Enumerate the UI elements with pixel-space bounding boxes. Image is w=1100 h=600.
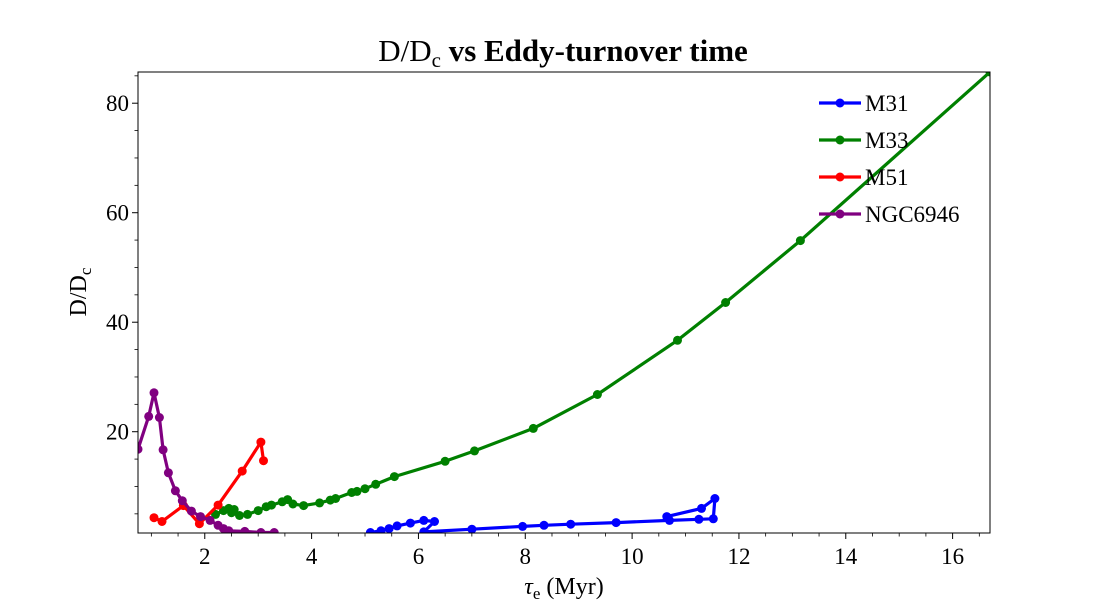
data-point-m51 <box>256 437 266 447</box>
data-point-m33 <box>352 486 362 496</box>
x-tick-label: 10 <box>621 544 644 569</box>
data-point-m33 <box>673 335 682 345</box>
series-m31 <box>365 494 720 533</box>
data-point-m33 <box>229 505 239 514</box>
data-point-ngc6946 <box>177 496 187 506</box>
x-axis-label: τe (Myr) <box>524 574 603 600</box>
data-point-m31 <box>467 524 477 533</box>
data-point-m33 <box>985 72 990 77</box>
x-tick-label: 14 <box>834 544 858 569</box>
data-point-ngc6946 <box>163 468 173 478</box>
data-point-m31 <box>662 512 672 522</box>
data-point-ngc6946 <box>240 526 250 533</box>
data-point-m33 <box>253 506 263 516</box>
y-axis-label: D/Dc <box>66 267 95 316</box>
data-point-m31 <box>566 519 576 529</box>
data-point-ngc6946 <box>138 444 143 454</box>
data-point-m33 <box>299 501 309 511</box>
plot-area: 2 4 6 8 10 12 14 16 20 40 60 80 <box>106 71 991 569</box>
data-point-m33 <box>235 511 244 520</box>
plot-frame <box>137 71 991 534</box>
data-point-m31 <box>365 528 375 533</box>
data-point-m51 <box>149 513 159 523</box>
y-tick-label: 40 <box>106 310 129 335</box>
legend-marker-m51 <box>835 172 845 182</box>
data-point-m31 <box>611 518 621 528</box>
data-point-m33 <box>470 446 479 456</box>
y-tick-label: 20 <box>106 420 129 445</box>
data-point-ngc6946 <box>224 526 234 533</box>
data-point-m31 <box>710 494 720 503</box>
data-point-ngc6946 <box>196 512 205 522</box>
legend-label-m33: M33 <box>865 128 908 153</box>
x-tick-label: 6 <box>413 544 425 569</box>
data-point-m31 <box>405 518 415 528</box>
data-point-m33 <box>267 500 276 510</box>
data-point-m31 <box>697 503 706 513</box>
data-point-ngc6946 <box>154 413 164 422</box>
data-point-m33 <box>243 509 252 519</box>
legend-label-m31: M31 <box>865 91 908 116</box>
data-point-m33 <box>795 236 805 246</box>
x-tick-label: 8 <box>520 544 532 569</box>
data-point-m31 <box>376 526 386 533</box>
data-point-m51 <box>213 500 223 510</box>
data-point-m51 <box>259 456 268 466</box>
data-point-ngc6946 <box>256 528 266 533</box>
data-point-ngc6946 <box>170 486 180 496</box>
legend-marker-ngc6946 <box>835 209 845 219</box>
data-point-m33 <box>288 499 298 509</box>
data-point-ngc6946 <box>186 506 196 516</box>
data-point-ngc6946 <box>269 528 279 533</box>
data-point-m33 <box>528 423 538 433</box>
data-point-m33 <box>315 498 325 508</box>
data-point-ngc6946 <box>144 411 154 421</box>
data-point-m51 <box>194 519 204 529</box>
y-tick-label: 80 <box>106 91 129 116</box>
data-point-m31 <box>419 527 429 533</box>
data-point-m31 <box>384 524 394 533</box>
data-point-m31 <box>539 520 549 530</box>
legend-label-ngc6946: NGC6946 <box>865 202 960 227</box>
y-tick-label: 60 <box>106 201 129 226</box>
data-point-m31 <box>392 521 402 531</box>
data-point-ngc6946 <box>205 515 215 525</box>
legend-marker-m33 <box>835 135 845 145</box>
data-point-m33 <box>389 472 399 482</box>
legend: M31 M33 M51 NGC6946 <box>819 91 960 227</box>
data-point-m33 <box>440 456 450 466</box>
legend-marker-m31 <box>835 98 845 108</box>
legend-label-m51: M51 <box>865 165 908 190</box>
data-point-ngc6946 <box>158 445 168 455</box>
data-point-m31 <box>708 514 718 524</box>
x-tick-label: 12 <box>727 544 750 569</box>
series-m33 <box>211 72 990 520</box>
series-ngc6946 <box>138 388 279 533</box>
x-tick-label: 16 <box>941 544 964 569</box>
data-point-m31 <box>430 517 439 526</box>
chart-title: D/Dc vs Eddy-turnover time <box>378 33 748 72</box>
data-point-m31 <box>518 521 528 531</box>
data-point-m33 <box>721 298 731 307</box>
x-tick-label: 2 <box>199 544 211 569</box>
data-point-m33 <box>371 479 381 489</box>
data-point-ngc6946 <box>149 388 159 398</box>
x-tick-label: 4 <box>306 544 318 569</box>
data-point-m31 <box>419 515 429 525</box>
data-point-m31 <box>694 514 704 524</box>
data-point-m51 <box>237 466 247 476</box>
data-point-m33 <box>360 484 370 494</box>
data-point-m33 <box>592 390 602 399</box>
data-point-m33 <box>331 494 341 503</box>
data-point-m51 <box>157 517 167 526</box>
